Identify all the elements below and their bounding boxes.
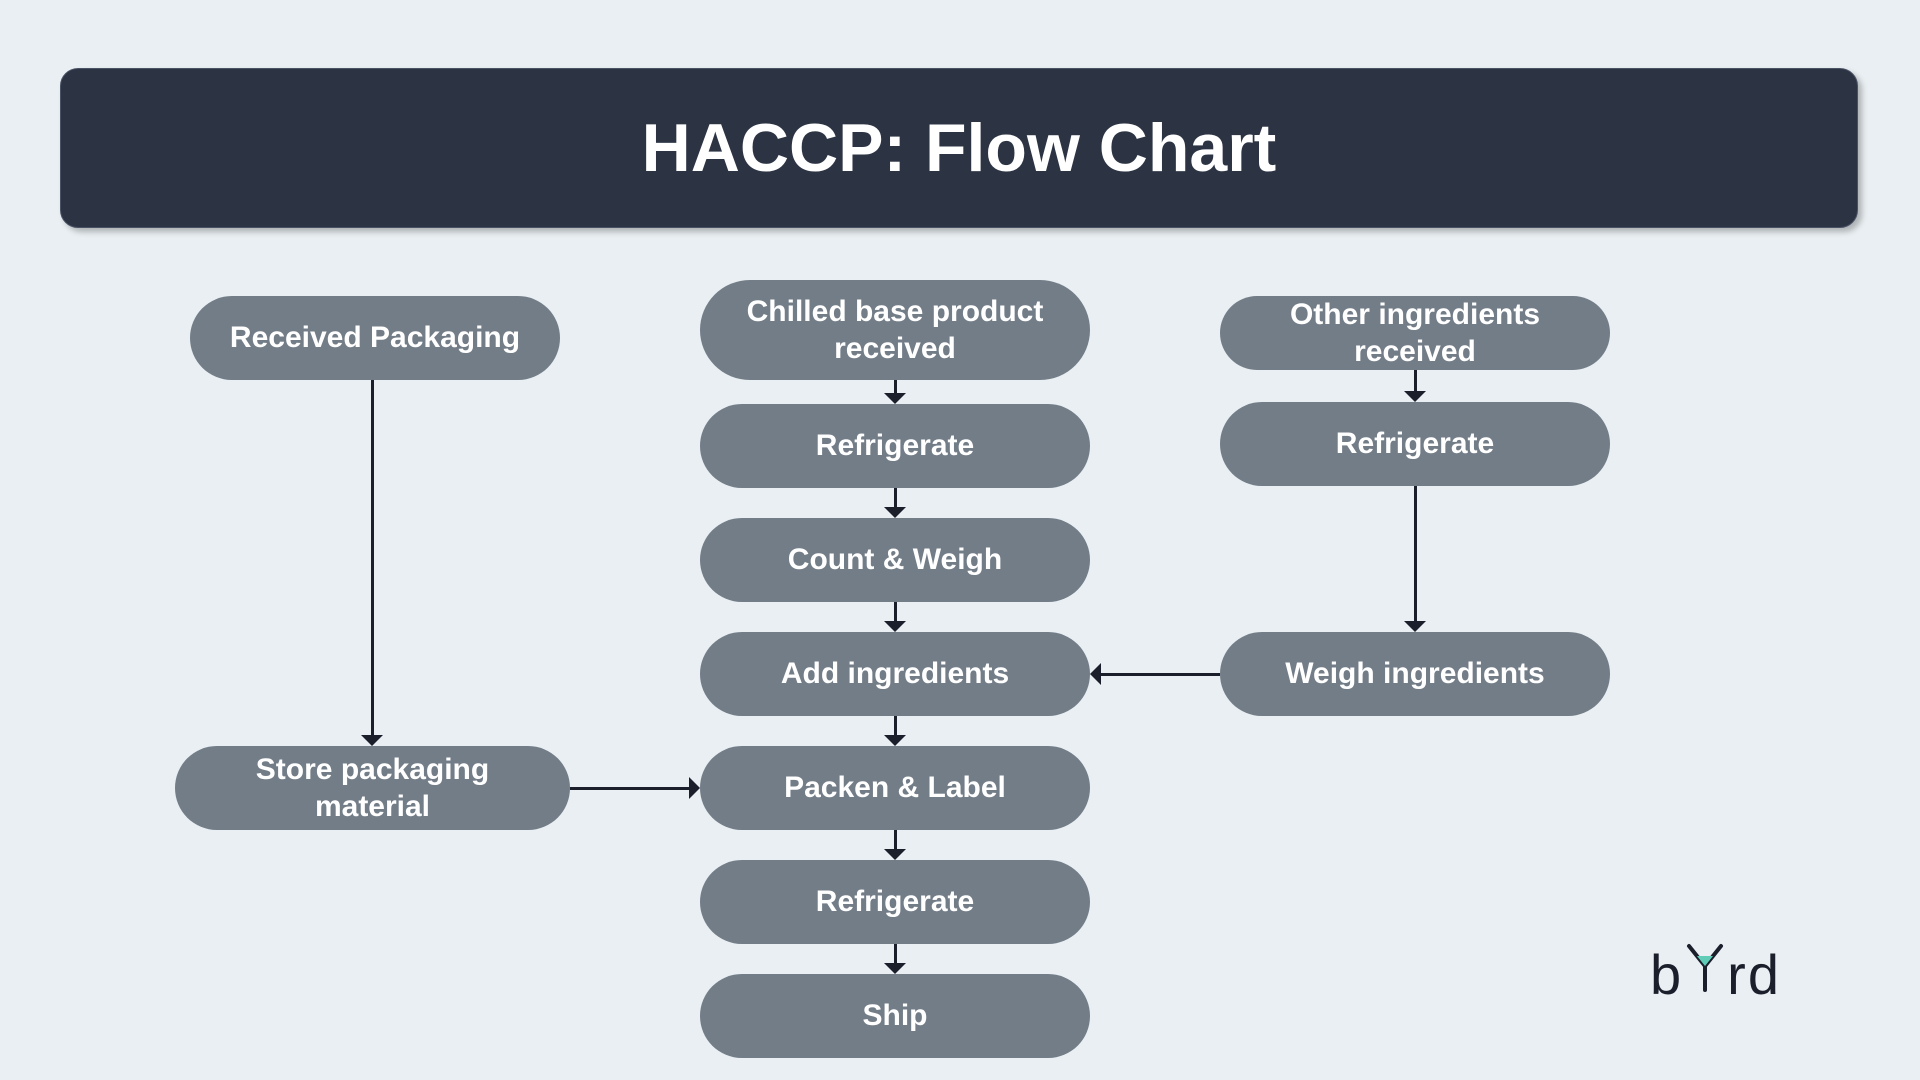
node-ship: Ship bbox=[700, 974, 1090, 1058]
node-received-packaging: Received Packaging bbox=[190, 296, 560, 380]
node-label: Add ingredients bbox=[781, 655, 1009, 693]
node-chilled-base: Chilled base product received bbox=[700, 280, 1090, 380]
arrow-down-icon bbox=[1404, 621, 1426, 632]
node-label: Count & Weigh bbox=[788, 541, 1002, 579]
edge-line bbox=[894, 944, 897, 963]
node-refrigerate-2: Refrigerate bbox=[1220, 402, 1610, 486]
node-refrigerate-1: Refrigerate bbox=[700, 404, 1090, 488]
edge-line bbox=[894, 716, 897, 735]
arrow-down-icon bbox=[1404, 391, 1426, 402]
node-refrigerate-3: Refrigerate bbox=[700, 860, 1090, 944]
node-label: Refrigerate bbox=[1336, 425, 1494, 463]
arrow-down-icon bbox=[884, 963, 906, 974]
page-title: HACCP: Flow Chart bbox=[642, 109, 1277, 187]
edge-line bbox=[1414, 370, 1417, 391]
logo-letter: b bbox=[1650, 942, 1683, 1007]
edge-line bbox=[371, 380, 374, 735]
edge-line bbox=[1414, 486, 1417, 621]
logo-letter: r bbox=[1727, 942, 1748, 1007]
node-count-weigh: Count & Weigh bbox=[700, 518, 1090, 602]
edge-line bbox=[894, 488, 897, 507]
node-label: Other ingredients received bbox=[1248, 296, 1582, 371]
node-label: Weigh ingredients bbox=[1285, 655, 1544, 693]
node-label: Chilled base product received bbox=[728, 293, 1062, 368]
arrow-down-icon bbox=[884, 849, 906, 860]
node-packen-label: Packen & Label bbox=[700, 746, 1090, 830]
node-add-ingredients: Add ingredients bbox=[700, 632, 1090, 716]
node-other-ingredients: Other ingredients received bbox=[1220, 296, 1610, 370]
node-label: Received Packaging bbox=[230, 319, 520, 357]
arrow-down-icon bbox=[884, 393, 906, 404]
node-label: Refrigerate bbox=[816, 883, 974, 921]
logo-letter: d bbox=[1748, 942, 1781, 1007]
arrow-down-icon bbox=[361, 735, 383, 746]
node-store-packaging: Store packaging material bbox=[175, 746, 570, 830]
title-bar: HACCP: Flow Chart bbox=[60, 68, 1858, 228]
arrow-left-icon bbox=[1090, 663, 1101, 685]
edge-line bbox=[894, 830, 897, 849]
edge-line bbox=[894, 380, 897, 393]
node-weigh-ingredients: Weigh ingredients bbox=[1220, 632, 1610, 716]
edge-line bbox=[894, 602, 897, 621]
arrow-down-icon bbox=[884, 507, 906, 518]
arrow-right-icon bbox=[689, 777, 700, 799]
arrow-down-icon bbox=[884, 621, 906, 632]
node-label: Store packaging material bbox=[203, 751, 542, 826]
node-label: Refrigerate bbox=[816, 427, 974, 465]
arrow-down-icon bbox=[884, 735, 906, 746]
edge-line bbox=[570, 787, 689, 790]
node-label: Ship bbox=[863, 997, 928, 1035]
edge-line bbox=[1101, 673, 1220, 676]
logo-y-icon bbox=[1685, 940, 1725, 1009]
node-label: Packen & Label bbox=[784, 769, 1006, 807]
brand-logo: b r d bbox=[1650, 940, 1781, 1009]
